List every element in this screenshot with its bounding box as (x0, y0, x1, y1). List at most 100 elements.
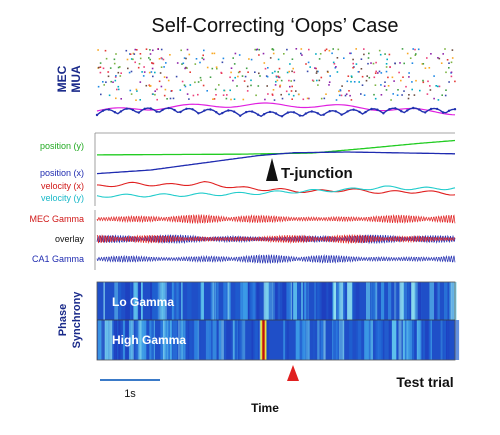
spike-mark (385, 89, 388, 91)
spike-mark (306, 97, 309, 100)
rate-dot (179, 110, 182, 114)
spike-mark (350, 99, 353, 101)
spike-mark (272, 89, 275, 91)
spike-mark (427, 80, 429, 83)
spike-mark (128, 71, 131, 74)
spike-mark (373, 76, 376, 79)
spike-mark (400, 79, 402, 82)
rate-dot (286, 111, 290, 114)
spike-mark (255, 94, 257, 97)
spike-mark (350, 80, 352, 83)
rate-dot (173, 108, 176, 112)
heatmap-cell (162, 282, 166, 320)
spike-mark (301, 54, 303, 56)
spike-mark (186, 48, 189, 51)
spike-mark (197, 93, 199, 96)
heatmap-cell (286, 320, 288, 360)
spike-mark (361, 84, 364, 86)
heatmap-cell (384, 320, 389, 360)
spike-mark (117, 88, 120, 91)
spike-mark (232, 57, 234, 59)
spike-mark (220, 71, 222, 74)
spike-mark (430, 53, 432, 55)
spike-mark (450, 71, 453, 74)
spike-mark (360, 93, 362, 95)
spike-mark (426, 93, 429, 95)
spike-mark (445, 71, 447, 74)
heatmap-cell (388, 282, 392, 320)
heatmap-cell (449, 282, 451, 320)
heatmap-cell (417, 282, 422, 320)
heatmap-cell (201, 282, 204, 320)
spike-mark (366, 75, 368, 77)
rate-dot (435, 107, 439, 111)
spike-mark (135, 99, 137, 101)
spike-mark (329, 75, 331, 77)
spike-mark (384, 53, 386, 55)
spike-mark (338, 94, 341, 97)
choice-marker (287, 365, 299, 381)
heatmap-cell (212, 320, 217, 360)
heatmap-cell (251, 320, 254, 360)
spike-mark (391, 76, 394, 79)
spike-mark (409, 57, 412, 59)
heatmap-cell (448, 320, 450, 360)
spike-mark (428, 67, 431, 69)
spike-mark (277, 71, 279, 73)
spike-mark (408, 76, 410, 78)
spike-mark (355, 48, 357, 50)
spike-mark (355, 63, 358, 65)
spike-mark (311, 79, 314, 82)
rate-dot (95, 113, 99, 117)
spike-mark (274, 70, 276, 73)
spike-mark (212, 98, 214, 100)
spike-mark (218, 84, 220, 86)
spike-mark (194, 63, 197, 65)
spike-mark (232, 79, 234, 82)
label-velocity-x: velocity (x) (41, 181, 84, 191)
spike-mark (108, 94, 111, 97)
spike-mark (152, 62, 155, 65)
heatmap-cell (133, 282, 138, 320)
heatmap-cell (226, 320, 231, 360)
heatmap-cell (164, 282, 167, 320)
heatmap-cell (433, 282, 438, 320)
spike-mark (379, 53, 382, 56)
heatmap-cell (249, 282, 254, 320)
rate-dot (239, 114, 242, 118)
spike-mark (406, 52, 409, 55)
spike-mark (271, 48, 274, 50)
heatmap-cell (282, 282, 287, 320)
heatmap-cell (168, 320, 171, 360)
heatmap-cell (138, 320, 142, 360)
spike-mark (267, 67, 269, 69)
spike-mark (398, 71, 400, 74)
spike-mark (424, 67, 427, 69)
rate-dot (447, 109, 451, 113)
heatmap-cell (124, 320, 129, 360)
spike-mark (335, 66, 337, 68)
spike-mark (315, 67, 317, 70)
spike-mark (291, 98, 293, 100)
spike-mark (437, 85, 439, 88)
spike-mark (336, 71, 339, 73)
spike-mark (337, 48, 340, 51)
spike-mark (373, 93, 375, 96)
spike-mark (433, 75, 435, 77)
spike-mark (334, 67, 337, 69)
spike-mark (402, 76, 404, 78)
spike-mark (326, 70, 329, 73)
spike-mark (139, 81, 142, 83)
heatmap-cell (228, 282, 231, 320)
spike-mark (390, 99, 392, 101)
rate-dot (125, 107, 128, 110)
spike-mark (422, 79, 424, 82)
heatmap-cell (131, 282, 135, 320)
spike-mark (239, 70, 241, 73)
spike-mark (413, 94, 416, 96)
spike-mark (215, 66, 218, 68)
spike-mark (237, 71, 240, 74)
spike-mark (248, 58, 250, 60)
spike-mark (405, 85, 407, 88)
heatmap-cell (218, 320, 222, 360)
